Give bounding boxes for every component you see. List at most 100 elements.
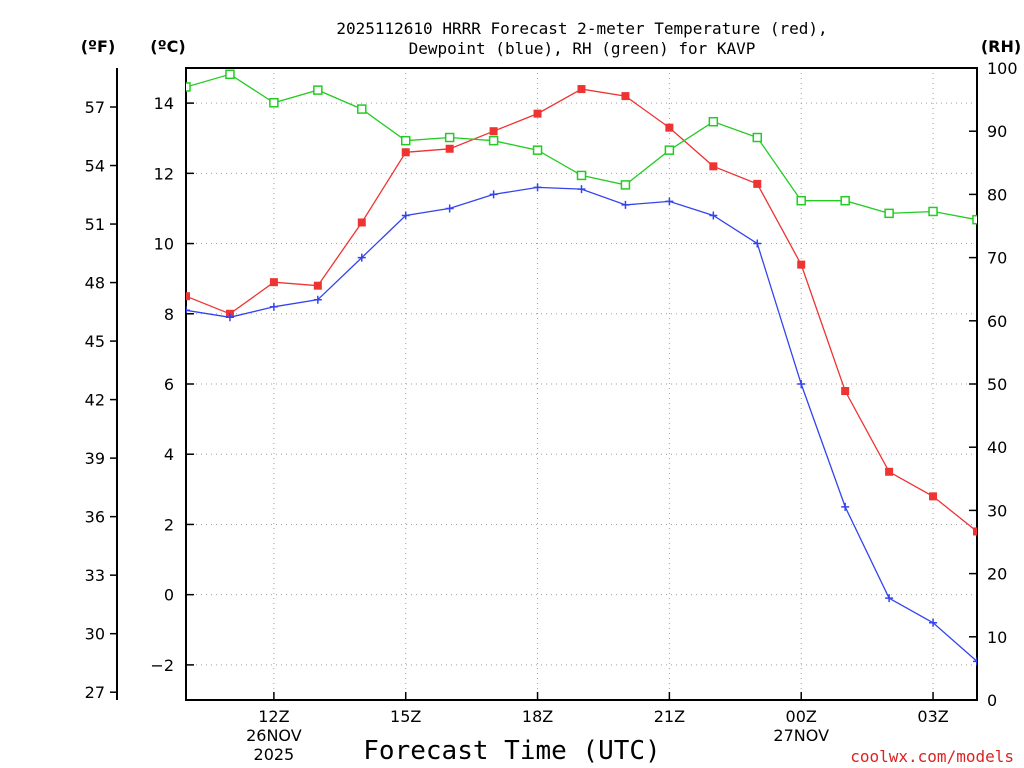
rh-tick-label: 40 <box>987 438 1007 457</box>
dewpoint-point <box>577 185 586 194</box>
dewpoint-point <box>885 594 894 603</box>
rh-point <box>928 206 938 217</box>
fahrenheit-tick-label: 48 <box>85 274 105 293</box>
dewpoint-point <box>929 618 938 627</box>
x-tick-label: 12Z <box>258 707 289 726</box>
grid-lines <box>186 68 977 700</box>
temperature-point <box>841 387 850 396</box>
fahrenheit-tick-label: 33 <box>85 566 105 585</box>
rh-tick-label: 20 <box>987 565 1007 584</box>
rh-point <box>752 132 763 143</box>
temperature-point <box>269 278 278 287</box>
dewpoint-point <box>269 302 278 311</box>
temperature-point <box>797 260 806 269</box>
dewpoint-point <box>445 204 454 213</box>
celsius-tick-label: 6 <box>164 375 174 394</box>
rh-tick-label: 10 <box>987 628 1007 647</box>
rh-point <box>269 98 279 108</box>
celsius-tick-label: 0 <box>164 586 174 605</box>
dewpoint-point <box>357 253 366 262</box>
rh-point <box>972 214 977 225</box>
rh-tick-label: 60 <box>987 312 1007 331</box>
fahrenheit-tick-label: 45 <box>85 332 105 351</box>
fahrenheit-tick-label: 27 <box>85 683 105 702</box>
temperature-point <box>489 127 498 136</box>
fahrenheit-tick-label: 42 <box>85 391 105 410</box>
dewpoint-point <box>313 295 322 304</box>
celsius-unit-label: (ºC) <box>150 37 185 56</box>
temperature-point <box>621 92 630 101</box>
rh-tick-label: 70 <box>987 249 1007 268</box>
chart-title-line-2: Dewpoint (blue), RH (green) for KAVP <box>409 39 756 58</box>
rh-point <box>796 195 806 206</box>
rh-point <box>400 135 411 146</box>
celsius-tick-label: 2 <box>164 515 174 534</box>
rh-point <box>186 82 191 92</box>
temperature-point <box>709 162 718 171</box>
axis-layer: 14121086420−2575451484542393633302710090… <box>85 59 1018 764</box>
temperature-point <box>357 218 366 227</box>
dewpoint-point <box>753 239 762 248</box>
x-tick-label: 00Z <box>786 707 817 726</box>
series-dewpoint <box>186 183 977 666</box>
x-year-label: 2025 <box>254 745 295 764</box>
dewpoint-point <box>401 211 410 220</box>
x-tick-label: 18Z <box>522 707 553 726</box>
rh-line <box>186 73 977 221</box>
dewpoint-point <box>533 183 542 192</box>
temperature-point <box>445 144 454 153</box>
rh-point <box>884 208 894 219</box>
fahrenheit-tick-label: 51 <box>85 215 105 234</box>
temperature-point <box>313 281 322 290</box>
dewpoint-point <box>225 313 234 322</box>
fahrenheit-tick-label: 39 <box>85 449 105 468</box>
rh-tick-label: 80 <box>987 185 1007 204</box>
rh-point <box>620 180 631 190</box>
series-rh <box>186 69 977 225</box>
rh-tick-label: 100 <box>987 59 1018 78</box>
celsius-tick-label: 14 <box>154 94 174 113</box>
rh-point <box>444 132 455 143</box>
rh-point <box>225 69 235 80</box>
credit-link[interactable]: coolwx.com/models <box>850 747 1014 766</box>
temperature-point <box>533 109 542 118</box>
x-tick-label: 21Z <box>654 707 685 726</box>
celsius-tick-label: −2 <box>150 656 174 675</box>
dewpoint-point <box>797 380 806 388</box>
rh-point <box>488 135 499 146</box>
chart-title-line-1: 2025112610 HRRR Forecast 2-meter Tempera… <box>336 19 827 38</box>
temperature-point <box>929 492 938 501</box>
rh-point <box>532 145 543 155</box>
series-temperature <box>186 85 977 536</box>
fahrenheit-tick-label: 57 <box>85 98 105 117</box>
temperature-point <box>577 85 586 94</box>
temperature-point <box>973 527 977 536</box>
dewpoint-point <box>621 200 630 209</box>
rh-tick-label: 50 <box>987 375 1007 394</box>
fahrenheit-unit-label: (ºF) <box>81 37 116 56</box>
temperature-point <box>665 123 674 132</box>
fahrenheit-tick-label: 30 <box>85 625 105 644</box>
rh-tick-label: 30 <box>987 501 1007 520</box>
series-layer <box>186 69 977 666</box>
dewpoint-point <box>665 197 674 206</box>
celsius-tick-label: 12 <box>154 164 174 183</box>
dewpoint-point <box>709 211 718 220</box>
celsius-tick-label: 8 <box>164 305 174 324</box>
fahrenheit-tick-label: 36 <box>85 508 105 527</box>
x-date-label: 26NOV <box>246 726 302 745</box>
dewpoint-point <box>186 306 190 315</box>
rh-point <box>576 170 587 181</box>
celsius-tick-label: 4 <box>164 445 174 464</box>
rh-tick-label: 0 <box>987 691 997 710</box>
dewpoint-point <box>489 190 498 199</box>
rh-point <box>708 116 719 127</box>
fahrenheit-tick-label: 54 <box>85 157 105 176</box>
rh-unit-label: (RH) <box>981 37 1021 56</box>
dewpoint-point <box>841 502 850 511</box>
x-tick-label: 15Z <box>390 707 421 726</box>
x-axis-title: Forecast Time (UTC) <box>363 736 660 766</box>
rh-point <box>664 145 675 155</box>
rh-point <box>840 195 850 206</box>
